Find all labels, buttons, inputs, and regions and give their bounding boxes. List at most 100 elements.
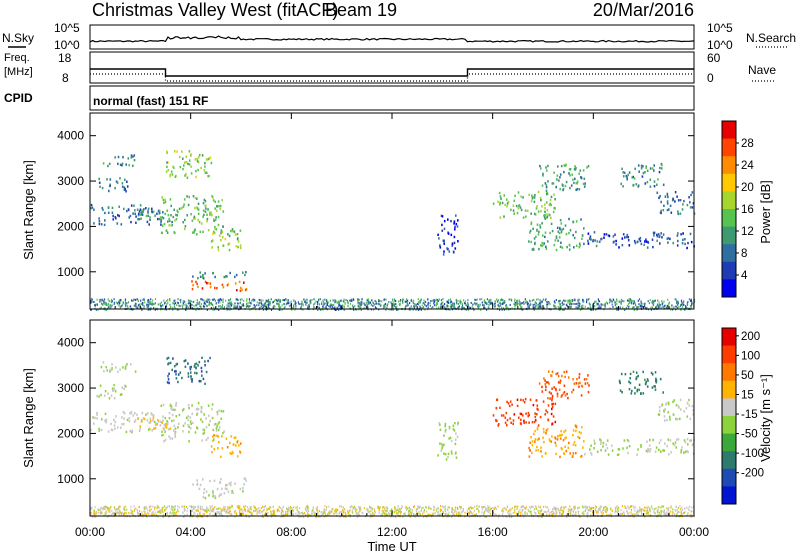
ground-scatter-point: [360, 304, 362, 307]
ground-scatter-point: [306, 513, 309, 515]
scatter-point-7: [236, 289, 238, 292]
ground-scatter-point: [388, 301, 390, 303]
scatter-point-11: [545, 381, 548, 384]
ground-scatter-point: [324, 511, 326, 514]
scatter-point-15: [668, 208, 670, 211]
scatter-point-11: [557, 375, 560, 378]
scatter-point-5: [211, 214, 213, 217]
ground-scatter-point: [619, 300, 621, 303]
ground-scatter-point: [558, 300, 560, 303]
ground-scatter-point: [477, 305, 479, 308]
scatter-point-3: [161, 216, 164, 219]
scatter-point-11: [540, 167, 542, 170]
ground-scatter-point: [143, 514, 145, 517]
ground-scatter-point: [452, 304, 454, 307]
ground-scatter-point: [373, 514, 375, 517]
scatter-point-8: [234, 482, 236, 485]
ground-scatter-point: [132, 513, 134, 515]
scatter-point-4: [201, 356, 203, 359]
ground-scatter-point: [460, 506, 462, 508]
ground-scatter-point: [154, 514, 156, 517]
ground-scatter-point: [195, 509, 197, 512]
ground-scatter-point: [183, 303, 185, 306]
scatter-point-7: [214, 495, 216, 498]
ground-scatter-point: [511, 307, 513, 310]
scatter-point-15: [669, 204, 672, 207]
scatter-point-14: [620, 182, 622, 186]
ground-scatter-point: [148, 506, 151, 509]
scatter-point-5: [162, 217, 165, 220]
scatter-point-6: [236, 439, 239, 443]
ground-scatter-point: [222, 307, 224, 310]
ground-scatter-point: [210, 302, 212, 305]
scatter-point-4: [166, 357, 168, 360]
ground-scatter-point: [344, 511, 346, 514]
scatter-point-12: [557, 435, 559, 438]
ground-scatter-point: [356, 511, 358, 514]
ground-scatter-point: [253, 306, 255, 309]
scatter-point-10: [554, 420, 557, 424]
ground-scatter-point: [247, 507, 249, 510]
scatter-point-13: [640, 242, 643, 246]
ground-scatter-point: [208, 509, 211, 512]
ground-scatter-point: [278, 300, 280, 303]
ground-scatter-point: [435, 299, 437, 302]
ground-scatter-point: [504, 300, 506, 303]
ground-scatter-point: [523, 505, 525, 508]
ground-scatter-point: [520, 304, 522, 307]
ground-scatter-point: [107, 304, 109, 307]
ground-scatter-point: [304, 300, 306, 303]
scatter-point-11: [550, 374, 552, 377]
scatter-point-10: [531, 421, 534, 424]
scatter-point-13: [627, 239, 630, 242]
scatter-point-10: [503, 194, 506, 197]
scatter-point-2: [137, 214, 140, 217]
beam-label: Beam 19: [325, 0, 397, 20]
scatter-point-3: [168, 219, 171, 223]
scatter-point-5: [161, 224, 164, 227]
scatter-point-11: [569, 168, 572, 171]
ground-scatter-point: [123, 508, 125, 511]
scatter-point-13: [625, 235, 628, 239]
ground-scatter-point: [582, 511, 585, 513]
ground-scatter-point: [486, 303, 488, 305]
ground-scatter-point: [503, 307, 505, 310]
ground-scatter-point: [313, 303, 315, 306]
scatter-point-12: [559, 455, 561, 459]
ground-scatter-point: [426, 510, 428, 513]
ground-scatter-point: [193, 511, 195, 514]
ground-scatter-point: [586, 299, 588, 302]
scatter-point-2: [149, 218, 151, 221]
ground-scatter-point: [170, 507, 172, 510]
scatter-point-5: [222, 225, 224, 228]
scatter-point-8: [229, 484, 232, 487]
ground-scatter-point: [597, 510, 599, 513]
ground-scatter-point: [433, 508, 435, 511]
ground-scatter-point: [174, 506, 176, 509]
ground-scatter-point: [414, 305, 416, 308]
scatter-point-5: [197, 218, 199, 222]
ground-scatter-point: [241, 511, 243, 514]
scatter-point-4: [195, 366, 197, 369]
ground-scatter-point: [534, 307, 536, 310]
ground-scatter-point: [395, 515, 397, 518]
ground-scatter-point: [104, 506, 106, 509]
ground-scatter-point: [672, 308, 674, 311]
ground-scatter-point: [321, 511, 323, 514]
ground-scatter-point: [438, 306, 440, 309]
scatter-point-9: [453, 241, 456, 245]
ground-scatter-point: [561, 302, 563, 305]
scatter-point-5: [220, 410, 223, 413]
ground-scatter-point: [369, 511, 371, 513]
scatter-point-13: [683, 451, 685, 454]
ground-scatter-point: [262, 510, 264, 513]
ground-scatter-point: [345, 513, 347, 516]
ground-scatter-point: [307, 508, 309, 511]
scatter-point-2: [91, 206, 94, 209]
scatter-point-2: [98, 429, 101, 432]
scatter-point-14: [640, 165, 643, 168]
scatter-point-11: [578, 188, 581, 191]
scatter-point-2: [143, 208, 145, 211]
ground-scatter-point: [300, 306, 302, 309]
scatter-point-12: [562, 227, 565, 231]
